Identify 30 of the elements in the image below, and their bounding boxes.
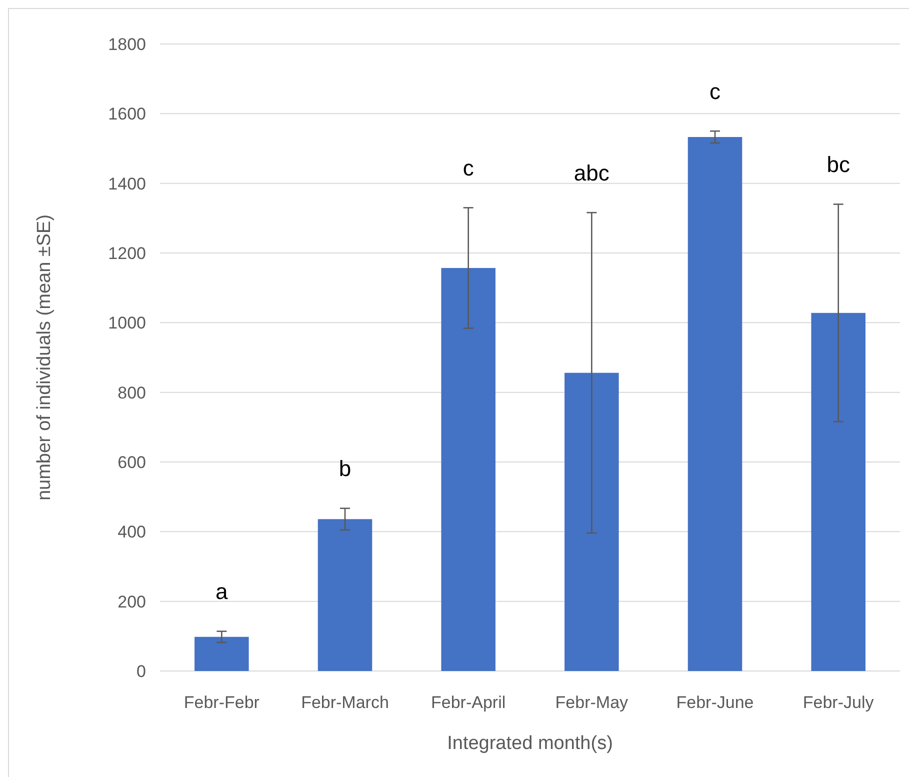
y-tick-label: 1400 xyxy=(108,174,146,194)
annotation: bc xyxy=(826,152,850,177)
annotation: abc xyxy=(574,160,610,186)
x-tick-label: Febr-April xyxy=(431,693,506,712)
x-tick-label: Febr-Febr xyxy=(184,693,260,712)
bar xyxy=(564,372,619,671)
bar xyxy=(811,312,866,671)
bar xyxy=(441,268,496,671)
y-tick-label: 400 xyxy=(118,522,146,542)
annotation: c xyxy=(462,155,474,180)
x-axis-title: Integrated month(s) xyxy=(447,733,613,754)
x-tick-label: Febr-July xyxy=(802,693,874,712)
y-axis-title: number of individuals (mean ±SE) xyxy=(34,214,55,501)
y-tick-label: 1600 xyxy=(108,104,146,124)
x-tick-label: Febr-May xyxy=(555,693,629,712)
y-tick-label: 1000 xyxy=(108,314,146,333)
annotation: b xyxy=(338,456,352,482)
bar xyxy=(318,519,372,671)
y-tick-label: 800 xyxy=(118,383,146,402)
x-tick-label: Febr-March xyxy=(301,693,389,712)
bar xyxy=(688,137,742,671)
y-tick-label: 0 xyxy=(136,662,146,681)
y-tick-label: 1200 xyxy=(108,244,146,263)
bar xyxy=(194,636,249,671)
y-tick-label: 1800 xyxy=(108,34,146,54)
annotation: a xyxy=(216,578,229,604)
y-tick-label: 200 xyxy=(118,592,146,612)
x-tick-label: Febr-June xyxy=(676,693,754,712)
y-tick-label: 600 xyxy=(118,452,146,472)
annotation: c xyxy=(710,78,720,104)
